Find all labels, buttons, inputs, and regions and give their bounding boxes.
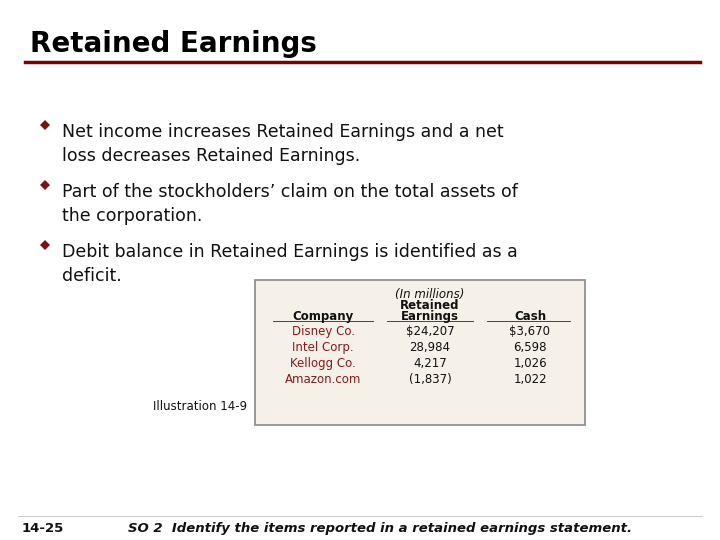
Text: Cash: Cash xyxy=(514,310,546,323)
Text: Debit balance in Retained Earnings is identified as a
deficit.: Debit balance in Retained Earnings is id… xyxy=(62,243,518,285)
Text: Intel Corp.: Intel Corp. xyxy=(292,341,354,354)
Text: Retained: Retained xyxy=(400,299,460,312)
Text: Part of the stockholders’ claim on the total assets of
the corporation.: Part of the stockholders’ claim on the t… xyxy=(62,183,518,225)
Text: $3,670: $3,670 xyxy=(510,325,551,338)
Text: 14-25: 14-25 xyxy=(22,522,64,535)
Text: Disney Co.: Disney Co. xyxy=(292,325,354,338)
Text: 6,598: 6,598 xyxy=(513,341,546,354)
Text: (1,837): (1,837) xyxy=(409,373,451,386)
Text: SO 2  Identify the items reported in a retained earnings statement.: SO 2 Identify the items reported in a re… xyxy=(128,522,632,535)
Text: Amazon.com: Amazon.com xyxy=(285,373,361,386)
Text: Kellogg Co.: Kellogg Co. xyxy=(290,357,356,370)
Text: $24,207: $24,207 xyxy=(405,325,454,338)
Text: 28,984: 28,984 xyxy=(410,341,451,354)
Text: Illustration 14-9: Illustration 14-9 xyxy=(153,400,247,413)
Text: Retained Earnings: Retained Earnings xyxy=(30,30,317,58)
Text: Earnings: Earnings xyxy=(401,310,459,323)
Text: Net income increases Retained Earnings and a net
loss decreases Retained Earning: Net income increases Retained Earnings a… xyxy=(62,123,503,165)
FancyBboxPatch shape xyxy=(255,280,585,425)
Text: Company: Company xyxy=(292,310,354,323)
Text: 4,217: 4,217 xyxy=(413,357,447,370)
Text: (In millions): (In millions) xyxy=(395,288,464,301)
Text: 1,026: 1,026 xyxy=(513,357,546,370)
Text: 1,022: 1,022 xyxy=(513,373,546,386)
